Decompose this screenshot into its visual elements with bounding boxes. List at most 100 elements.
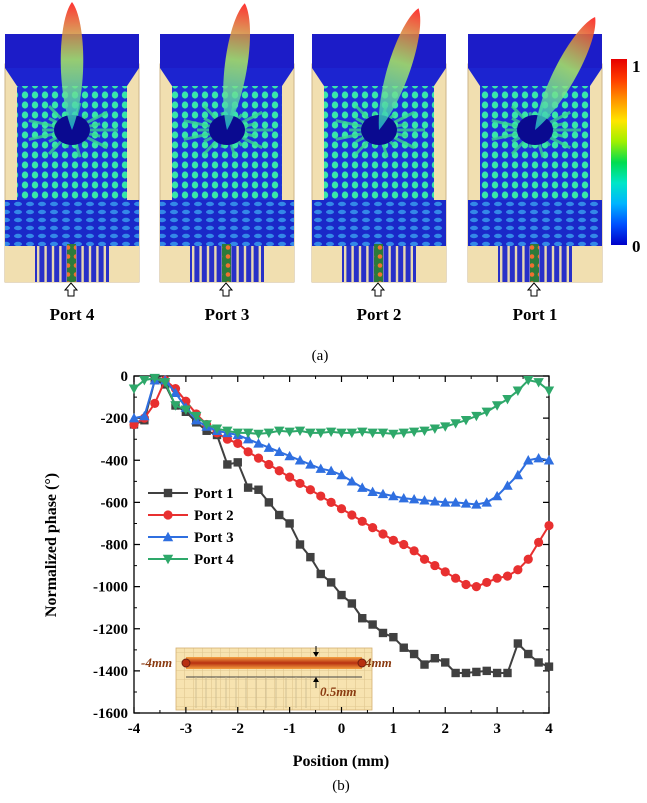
feed-arrow-icon [526, 282, 542, 297]
data-point [491, 401, 503, 411]
data-point [503, 668, 512, 678]
data-point [211, 424, 223, 434]
series-port-3 [128, 375, 555, 509]
data-point [408, 427, 420, 438]
data-point [451, 668, 460, 678]
y-tick-label: -600 [101, 495, 129, 511]
data-point [450, 497, 461, 507]
data-point [253, 453, 264, 463]
y-tick-label: -1600 [93, 706, 128, 722]
data-point [149, 373, 160, 384]
data-point [295, 540, 305, 549]
data-point [202, 426, 211, 435]
data-point [253, 438, 264, 448]
data-point [513, 639, 523, 648]
data-point [357, 427, 368, 438]
data-point [139, 410, 150, 421]
data-point [305, 485, 315, 495]
data-point [264, 498, 274, 507]
data-point [191, 411, 202, 422]
legend-label: Port 4 [194, 552, 234, 568]
data-point [472, 667, 481, 677]
data-point [223, 460, 232, 469]
data-point [367, 428, 378, 439]
y-tick-label: -1200 [93, 622, 128, 638]
data-point [326, 497, 336, 507]
port-label: Port 3 [205, 305, 250, 324]
data-point [430, 560, 440, 571]
caption-b: (b) [332, 778, 350, 794]
x-tick-label: 3 [493, 721, 501, 737]
x-tick-label: 1 [390, 721, 398, 737]
data-point [502, 571, 513, 581]
data-point [264, 459, 274, 470]
data-point [305, 459, 316, 469]
data-point [409, 649, 419, 659]
data-point [263, 428, 275, 439]
data-point [377, 488, 389, 499]
inset-line-source [186, 657, 362, 669]
data-point [543, 386, 555, 396]
data-point [336, 428, 347, 439]
data-point [523, 554, 533, 564]
y-tick-label: -1000 [93, 580, 128, 596]
data-point [534, 658, 543, 667]
series-group [128, 373, 555, 678]
data-point [222, 426, 233, 436]
data-point [284, 450, 295, 461]
data-point [150, 398, 160, 408]
data-point [461, 668, 471, 678]
phase-chart: -4mm 4mm 0.5mm -4 -3 -2 -1 0 1 2 3 4 0 -200 -400 -60… [43, 369, 555, 770]
x-tick-label: -2 [232, 721, 245, 737]
data-point [408, 494, 420, 504]
data-point [263, 442, 275, 452]
data-point [336, 469, 347, 480]
legend-item: Port 4 [148, 552, 234, 568]
series-port-4 [128, 373, 555, 440]
data-point [274, 446, 285, 457]
data-point [357, 482, 368, 492]
data-point [378, 529, 388, 539]
data-point [482, 666, 491, 676]
data-point [233, 438, 243, 448]
data-point [388, 429, 399, 440]
data-point [450, 419, 461, 429]
data-point [429, 496, 441, 506]
data-point [294, 455, 306, 465]
y-tick-label: -400 [101, 453, 129, 469]
legend-item: Port 3 [148, 530, 234, 546]
data-point [429, 424, 441, 434]
data-point [285, 472, 295, 482]
data-point [398, 428, 409, 439]
data-point [378, 628, 388, 638]
x-tick-label: 0 [338, 721, 346, 737]
axes: -4 -3 -2 -1 0 1 2 3 4 0 -200 -400 -600 -800 -1000 -1200… [93, 369, 553, 737]
data-point [346, 476, 358, 486]
port-label: Port 2 [357, 305, 402, 324]
data-point [512, 469, 524, 480]
data-point [533, 378, 544, 388]
colorbar-scale [611, 59, 627, 245]
legend: Port 1 Port 2 Port 3 Port 4 [148, 486, 234, 568]
data-point [232, 428, 243, 439]
field-map-port-4: Port 4 [4, 2, 140, 324]
data-point [128, 384, 140, 394]
main-beam [535, 16, 596, 130]
data-point [419, 426, 430, 436]
data-point [315, 428, 326, 439]
y-tick-label: 0 [121, 369, 129, 385]
colorbar-max-label: 1 [632, 57, 641, 76]
data-point [315, 463, 326, 473]
data-point [347, 599, 357, 608]
data-point [243, 483, 253, 492]
data-point [451, 573, 461, 583]
radiation-pattern [28, 102, 118, 158]
data-point [294, 426, 306, 436]
data-point [419, 495, 430, 505]
data-point [325, 427, 337, 438]
y-axis-label: Normalized phase (°) [43, 473, 60, 617]
legend-label: Port 3 [194, 530, 234, 546]
inset-schematic: -4mm 4mm 0.5mm [141, 646, 392, 711]
data-point [306, 552, 315, 562]
